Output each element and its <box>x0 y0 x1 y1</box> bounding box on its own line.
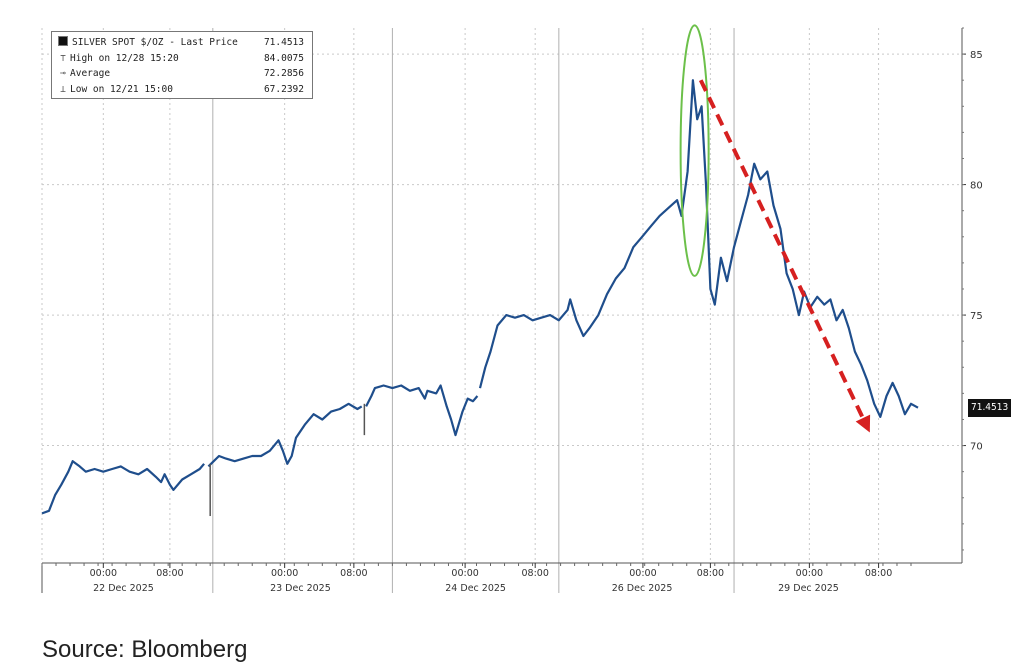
x-tick-label: 08:00 <box>697 568 724 579</box>
x-tick-label: 08:00 <box>340 568 367 579</box>
x-tick-label: 00:00 <box>796 568 823 579</box>
chart-legend: SILVER SPOT $/OZ - Last Price 71.4513 ⊤ H… <box>51 31 313 99</box>
legend-entry-high: ⊤ High on 12/28 15:20 84.0075 <box>58 51 308 67</box>
x-tick-label: 00:00 <box>90 568 117 579</box>
series-line-segment <box>365 384 479 437</box>
grid-layer <box>42 28 962 593</box>
last-price-tag: 71.4513 <box>968 398 1012 417</box>
x-date-label: 22 Dec 2025 <box>93 583 154 594</box>
series-layer <box>41 79 919 517</box>
y-tick-label: 70 <box>970 442 983 453</box>
highlight-ellipse <box>679 24 710 277</box>
x-tick-label: 00:00 <box>451 568 478 579</box>
x-tick-label: 00:00 <box>629 568 656 579</box>
series-swatch-icon <box>58 36 68 46</box>
trend-arrow-head-icon <box>855 414 871 433</box>
x-tick-label: 00:00 <box>271 568 298 579</box>
legend-value-low: 67.2392 <box>263 83 304 95</box>
annotation-layer <box>679 24 871 433</box>
low-marker-icon: ⊥ <box>60 83 66 95</box>
average-marker-icon: ⊸ <box>60 68 66 79</box>
trend-arrow-line <box>698 79 867 422</box>
legend-value-average: 72.2856 <box>263 68 304 79</box>
y-tick-label: 80 <box>970 181 983 192</box>
x-tick-label: 08:00 <box>865 568 892 579</box>
x-tick-label: 08:00 <box>521 568 548 579</box>
source-caption: Source: Bloomberg <box>42 636 248 663</box>
high-marker-icon: ⊤ <box>60 52 66 64</box>
x-date-label: 23 Dec 2025 <box>270 583 331 594</box>
x-date-label: 24 Dec 2025 <box>445 583 506 594</box>
y-tick-label: 85 <box>970 50 983 61</box>
legend-entry-series: SILVER SPOT $/OZ - Last Price 71.4513 <box>58 35 308 51</box>
legend-value-high: 84.0075 <box>263 52 304 64</box>
axes: 70 75 80 85 00:00 08:00 00:00 08:00 00:00 08:00 00… <box>41 27 983 594</box>
x-date-label: 29 Dec 2025 <box>778 583 839 594</box>
series-line-segment <box>41 460 205 515</box>
legend-entry-average: ⊸ Average 72.2856 <box>58 66 308 82</box>
x-date-label: 26 Dec 2025 <box>612 583 673 594</box>
y-tick-label: 75 <box>970 311 983 322</box>
x-tick-label: 08:00 <box>156 568 183 579</box>
series-line-segment <box>207 402 363 468</box>
legend-entry-low: ⊥ Low on 12/21 15:00 67.2392 <box>58 82 308 98</box>
legend-value-last: 71.4513 <box>263 37 304 48</box>
series-line-segment <box>478 79 919 418</box>
